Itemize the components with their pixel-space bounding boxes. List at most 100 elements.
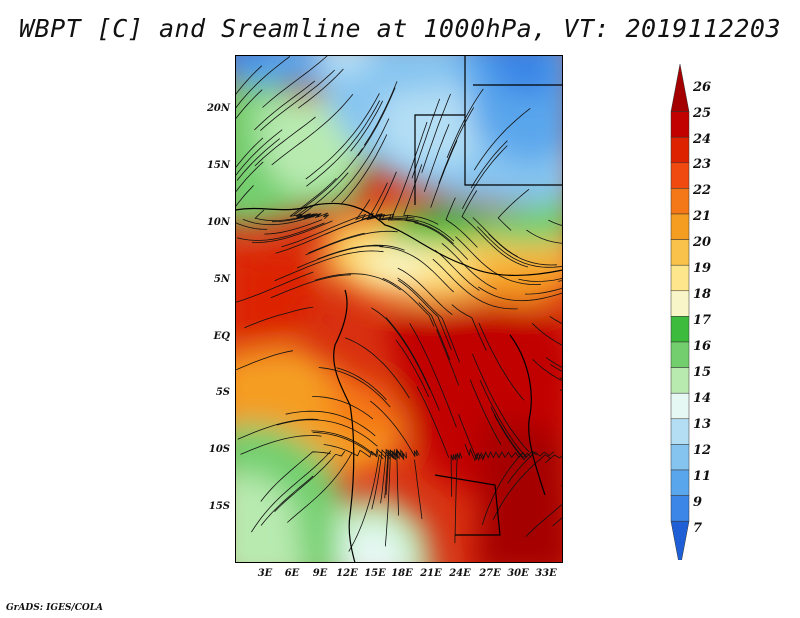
streamline xyxy=(285,410,376,437)
streamline xyxy=(385,450,397,495)
streamline xyxy=(550,364,563,373)
colorbar-label: 13 xyxy=(693,417,712,432)
colorbar-label: 16 xyxy=(693,339,712,354)
streamline xyxy=(445,197,478,248)
streamline xyxy=(455,236,541,285)
streamline xyxy=(436,329,460,386)
streamline xyxy=(276,419,378,447)
streamline xyxy=(235,137,264,170)
lon-tick-label: 33E xyxy=(535,568,557,579)
streamline xyxy=(235,65,263,96)
streamline xyxy=(532,359,563,382)
streamline xyxy=(287,452,353,523)
streamline xyxy=(264,219,323,235)
streamline xyxy=(235,161,264,194)
streamline xyxy=(275,215,377,254)
streamline xyxy=(348,453,384,552)
streamline xyxy=(317,244,405,260)
streamline xyxy=(235,185,268,230)
streamline xyxy=(421,93,451,173)
colorbar-swatch xyxy=(670,367,690,394)
streamline xyxy=(397,279,452,350)
streamline xyxy=(451,304,487,351)
streamline xyxy=(252,220,333,243)
streamline xyxy=(391,121,428,218)
streamlines xyxy=(235,55,563,552)
streamline xyxy=(548,219,563,227)
streamline xyxy=(395,339,430,398)
streamline xyxy=(311,430,379,458)
streamline xyxy=(369,400,420,457)
streamline xyxy=(237,418,319,440)
lon-tick-label: 18E xyxy=(391,568,413,579)
streamline xyxy=(464,443,486,462)
streamline xyxy=(382,277,435,327)
streamline xyxy=(260,69,335,131)
streamline xyxy=(477,286,563,302)
streamline xyxy=(479,380,527,458)
colorbar-label: 12 xyxy=(693,443,712,458)
streamline xyxy=(418,302,451,360)
streamline xyxy=(380,448,405,504)
streamline xyxy=(244,306,314,329)
streamline xyxy=(432,258,518,310)
lon-tick-label: 30E xyxy=(507,568,529,579)
colorbar-swatch xyxy=(670,239,690,266)
colorbar-swatch xyxy=(670,469,690,496)
colorbar-swatch xyxy=(670,162,690,189)
streamline xyxy=(312,432,374,456)
colorbar-swatch xyxy=(670,520,690,560)
colorbar-label: 17 xyxy=(693,313,712,328)
streamline xyxy=(480,451,528,459)
streamline xyxy=(371,449,395,510)
colorbar-swatch xyxy=(670,444,690,471)
colorbar-swatch xyxy=(670,136,690,164)
streamline xyxy=(350,100,384,152)
grads-credit: GrADS: IGES/COLA xyxy=(6,603,104,613)
streamline xyxy=(242,214,320,226)
streamline xyxy=(473,107,531,171)
streamline xyxy=(271,93,354,166)
streamline xyxy=(409,323,457,428)
lon-tick-label: 3E xyxy=(257,568,273,579)
streamline xyxy=(363,81,398,146)
streamline xyxy=(384,449,403,499)
colorbar-label: 23 xyxy=(693,157,712,172)
lon-tick-label: 24E xyxy=(449,568,471,579)
streamline xyxy=(492,454,551,520)
colorbar-label: 25 xyxy=(693,106,712,121)
streamline xyxy=(344,337,410,399)
streamline xyxy=(526,229,563,244)
colorbar-label: 26 xyxy=(693,80,712,95)
streamline xyxy=(305,93,380,180)
lon-tick-label: 15E xyxy=(364,568,386,579)
streamline xyxy=(296,245,384,269)
streamline xyxy=(470,140,508,189)
streamline xyxy=(524,287,563,295)
streamline xyxy=(545,357,563,369)
streamline xyxy=(271,213,320,223)
lon-tick-label: 27E xyxy=(479,568,501,579)
streamline xyxy=(477,226,563,268)
colorbar-label: 7 xyxy=(693,521,703,536)
streamline xyxy=(469,379,502,445)
colorbar-label: 24 xyxy=(693,132,712,147)
streamline xyxy=(235,89,263,121)
streamline xyxy=(336,367,387,401)
colorbar-label: 15 xyxy=(693,365,712,380)
colorbar-swatch xyxy=(670,111,690,138)
streamline xyxy=(379,246,454,293)
colorbar-label: 18 xyxy=(693,287,712,302)
streamline xyxy=(297,68,344,109)
streamline xyxy=(254,209,316,222)
lat-tick-label: 5N xyxy=(213,274,230,285)
streamline xyxy=(438,107,475,184)
colorbar xyxy=(670,63,690,560)
streamline xyxy=(545,454,563,464)
streamline xyxy=(298,172,349,218)
colorbar-label: 19 xyxy=(693,261,712,276)
lat-tick-label: 15S xyxy=(208,501,230,512)
streamline xyxy=(472,217,518,258)
streamline xyxy=(403,164,439,225)
streamline xyxy=(430,140,458,208)
